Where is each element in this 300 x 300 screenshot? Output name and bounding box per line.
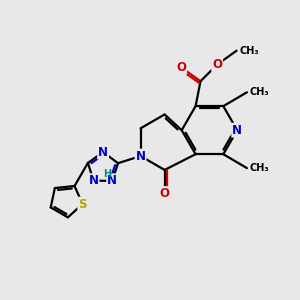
Text: H: H: [103, 169, 111, 178]
Text: N: N: [107, 174, 117, 188]
Text: CH₃: CH₃: [250, 163, 269, 173]
Text: CH₃: CH₃: [240, 46, 259, 56]
Text: N: N: [136, 150, 146, 163]
Text: O: O: [212, 58, 222, 71]
Text: CH₃: CH₃: [250, 87, 269, 97]
Text: N: N: [232, 124, 242, 137]
Text: N: N: [88, 174, 98, 187]
Text: O: O: [160, 187, 170, 200]
Text: O: O: [176, 61, 186, 74]
Text: N: N: [98, 146, 108, 159]
Text: S: S: [78, 198, 87, 211]
